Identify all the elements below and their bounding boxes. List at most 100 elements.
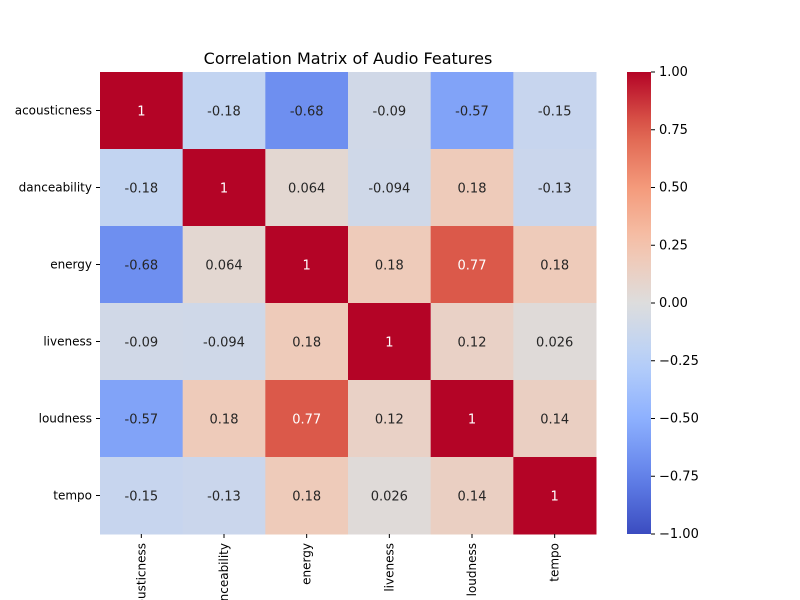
- heatmap-cell: [100, 303, 184, 381]
- heatmap-cell: [100, 72, 184, 150]
- x-tick-label: acousticness: [134, 543, 148, 600]
- heatmap-cell: [348, 226, 432, 304]
- heatmap-cell-label: 0.026: [536, 336, 573, 351]
- heatmap-cell: [182, 226, 266, 304]
- colorbar-tick-label: 1.00: [659, 65, 688, 80]
- heatmap-cell-label: -0.09: [125, 336, 159, 351]
- heatmap-cell-label: -0.094: [203, 336, 245, 351]
- heatmap-cell: [265, 226, 349, 304]
- colorbar-tick-label: 0.25: [659, 238, 688, 253]
- colorbar-tick-label: −1.00: [659, 527, 699, 542]
- heatmap-cell-label: 0.14: [540, 413, 569, 428]
- x-axis: acousticness danceability energy liveness lo…: [134, 534, 562, 600]
- heatmap-cell-label: 0.18: [540, 259, 569, 274]
- heatmap-cell: [100, 380, 184, 458]
- heatmap-cell-label: -0.15: [538, 105, 572, 120]
- colorbar-tick-label: −0.50: [659, 412, 699, 427]
- heatmap-cell: [513, 380, 597, 458]
- heatmap-cell: [182, 149, 266, 227]
- y-tick-label: energy: [50, 258, 92, 272]
- heatmap-cell: [348, 303, 432, 381]
- heatmap-cell-label: -0.68: [125, 259, 159, 274]
- heatmap-cell: [265, 380, 349, 458]
- x-tick-label: tempo: [548, 543, 562, 582]
- heatmap-cell-label: 0.12: [458, 336, 487, 351]
- heatmap-cell-label: 0.14: [458, 490, 487, 505]
- heatmap-cell: [182, 303, 266, 381]
- heatmap-cell-label: 0.064: [288, 182, 325, 197]
- heatmap-cell-label: -0.18: [125, 182, 159, 197]
- heatmap-cell: [430, 226, 514, 304]
- heatmap-cell-label: 0.18: [375, 259, 404, 274]
- heatmap-cell: [265, 303, 349, 381]
- heatmap-cell: [430, 149, 514, 227]
- heatmap-cell: [182, 72, 266, 150]
- heatmap-cell: [265, 149, 349, 227]
- heatmap-cell-label: 0.18: [292, 490, 321, 505]
- chart-title: Correlation Matrix of Audio Features: [204, 49, 493, 68]
- heatmap-cell-label: 0.77: [458, 259, 487, 274]
- heatmap-cell-label: -0.09: [373, 105, 407, 120]
- heatmap-cell: [430, 457, 514, 535]
- heatmap-cell: [182, 380, 266, 458]
- heatmap-cell-label: 0.18: [292, 336, 321, 351]
- heatmap-cell-label: 1: [137, 105, 145, 120]
- heatmap-cell-label: -0.13: [207, 490, 241, 505]
- x-tick-label: liveness: [382, 543, 396, 592]
- heatmap-cell-label: 0.064: [205, 259, 242, 274]
- colorbar-tick-label: −0.75: [659, 469, 699, 484]
- heatmap-cell: [348, 380, 432, 458]
- heatmap-cell: [100, 149, 184, 227]
- heatmap-cell: [348, 149, 432, 227]
- heatmap-cell-label: -0.094: [368, 182, 410, 197]
- colorbar-tick-label: 0.50: [659, 181, 688, 196]
- heatmap-cell: [348, 72, 432, 150]
- heatmap-cell-label: 0.026: [371, 490, 408, 505]
- heatmap-cells: [100, 72, 597, 535]
- heatmap-cell: [430, 303, 514, 381]
- heatmap-cell: [430, 72, 514, 150]
- heatmap-cell-label: 1: [468, 413, 476, 428]
- heatmap-cell-labels: 1 -0.18 -0.68 -0.09 -0.57 -0.15 -0.18 1 0.064 -0.…: [125, 105, 574, 505]
- y-tick-label: acousticness: [15, 104, 92, 118]
- colorbar-tick-label: −0.25: [659, 354, 699, 369]
- heatmap-cell-label: 0.12: [375, 413, 404, 428]
- heatmap-cell-label: 1: [220, 182, 228, 197]
- heatmap-cell: [265, 72, 349, 150]
- colorbar-gradient: [627, 72, 651, 534]
- heatmap-cell-label: -0.18: [207, 105, 241, 120]
- heatmap-cell: [100, 457, 184, 535]
- heatmap-cell: [513, 72, 597, 150]
- x-tick-label: energy: [300, 543, 314, 585]
- heatmap-cell-label: 0.18: [458, 182, 487, 197]
- y-tick-label: loudness: [39, 412, 92, 426]
- heatmap-cell: [513, 226, 597, 304]
- heatmap-cell-label: 0.18: [210, 413, 239, 428]
- y-tick-label: tempo: [53, 489, 92, 503]
- colorbar-tick-label: 0.00: [659, 296, 688, 311]
- heatmap-cell: [513, 149, 597, 227]
- heatmap-cell: [513, 457, 597, 535]
- heatmap-cell: [513, 303, 597, 381]
- heatmap-cell-label: 1: [385, 336, 393, 351]
- colorbar-tick-label: 0.75: [659, 123, 688, 138]
- y-tick-label: danceability: [19, 181, 92, 195]
- y-tick-label: liveness: [43, 335, 92, 349]
- heatmap-cell-label: 0.77: [292, 413, 321, 428]
- heatmap-cell-label: -0.68: [290, 105, 324, 120]
- colorbar: 1.00 0.75 0.50 0.25 0.00 −0.25 −0.50 −0.75 −1.00: [627, 65, 699, 542]
- heatmap-cell-label: -0.13: [538, 182, 572, 197]
- heatmap-cell-label: -0.57: [125, 413, 159, 428]
- heatmap-cell: [182, 457, 266, 535]
- heatmap-cell-label: -0.57: [455, 105, 489, 120]
- y-axis: acousticness danceability energy liveness lo…: [15, 104, 100, 503]
- x-tick-label: loudness: [465, 543, 479, 596]
- heatmap-cell: [100, 226, 184, 304]
- x-tick-label: danceability: [217, 543, 231, 600]
- heatmap-cell: [430, 380, 514, 458]
- heatmap-cell: [348, 457, 432, 535]
- heatmap-cell-label: 1: [551, 490, 559, 505]
- heatmap-cell: [265, 457, 349, 535]
- heatmap-cell-label: -0.15: [125, 490, 159, 505]
